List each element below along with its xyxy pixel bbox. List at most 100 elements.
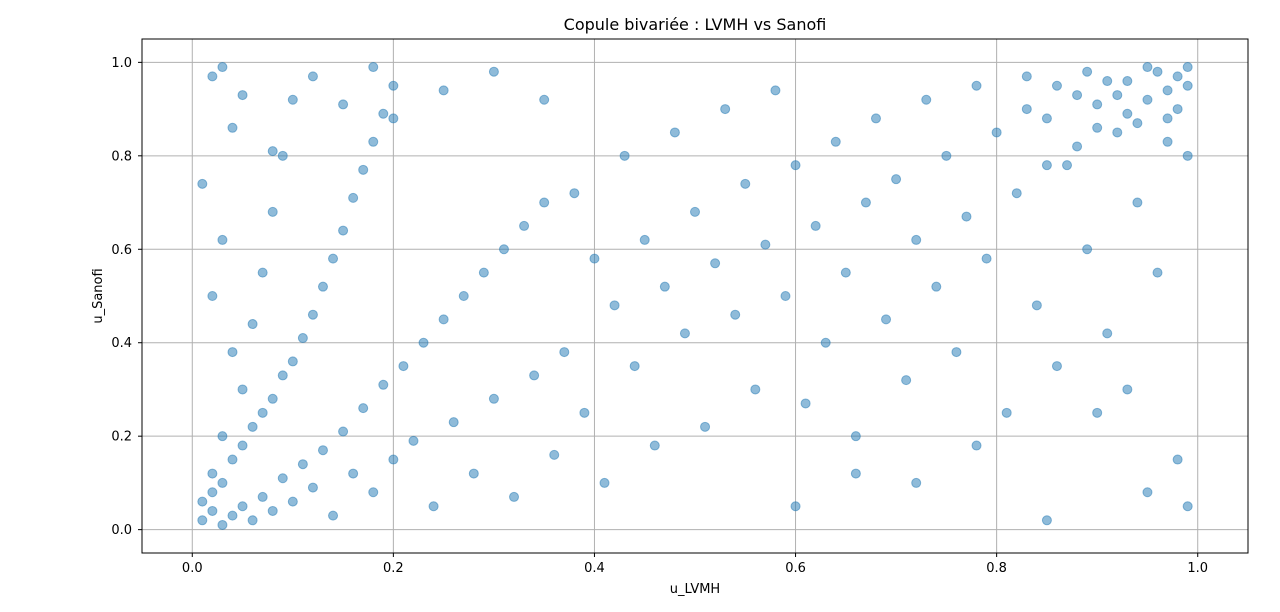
scatter-point — [328, 510, 339, 521]
scatter-point — [639, 234, 650, 245]
scatter-point — [830, 136, 841, 147]
scatter-point — [267, 393, 278, 404]
scatter-point — [418, 337, 429, 348]
scatter-point — [197, 515, 208, 526]
scatter-point — [911, 477, 922, 488]
scatter-point — [307, 71, 318, 82]
scatter-point — [1152, 267, 1163, 278]
scatter-point — [207, 505, 218, 516]
scatter-point — [338, 225, 349, 236]
scatter-point — [1041, 113, 1052, 124]
scatter-point — [921, 94, 932, 105]
scatter-point — [388, 80, 399, 91]
scatter-point — [1182, 62, 1193, 73]
scatter-point — [569, 188, 580, 199]
scatter-point — [1041, 515, 1052, 526]
scatter-point — [237, 384, 248, 395]
scatter-point — [659, 281, 670, 292]
scatter-point — [840, 267, 851, 278]
grid-lines — [142, 39, 1248, 553]
scatter-point — [297, 333, 308, 344]
scatter-point — [1021, 104, 1032, 115]
scatter-point — [1172, 71, 1183, 82]
scatter-point — [398, 361, 409, 372]
scatter-point — [891, 174, 902, 185]
scatter-point — [870, 113, 881, 124]
y-axis-label: u_Sanofi — [91, 268, 106, 323]
y-tick-label: 0.8 — [111, 149, 132, 164]
scatter-point — [1082, 66, 1093, 77]
scatter-point — [328, 253, 339, 264]
scatter-point — [267, 206, 278, 217]
scatter-point — [307, 309, 318, 320]
x-tick-label: 0.8 — [986, 561, 1007, 576]
scatter-point — [277, 370, 288, 381]
scatter-point — [669, 127, 680, 138]
y-tick-label: 0.4 — [111, 336, 132, 351]
scatter-point — [1021, 71, 1032, 82]
scatter-point — [700, 421, 711, 432]
scatter-point — [971, 80, 982, 91]
scatter-point — [1051, 80, 1062, 91]
scatter-point — [1162, 136, 1173, 147]
scatter-point — [1051, 361, 1062, 372]
scatter-point — [498, 244, 509, 255]
scatter-point — [338, 426, 349, 437]
scatter-point — [267, 505, 278, 516]
scatter-point — [307, 482, 318, 493]
scatter-point — [438, 314, 449, 325]
scatter-point — [679, 328, 690, 339]
scatter-point — [549, 449, 560, 460]
scatter-point — [207, 487, 218, 498]
scatter-point — [217, 431, 228, 442]
scatter-point — [1082, 244, 1093, 255]
scatter-point — [488, 66, 499, 77]
x-tick-label: 0.4 — [584, 561, 605, 576]
x-tick-label: 0.2 — [383, 561, 404, 576]
scatter-point — [1102, 328, 1113, 339]
scatter-point — [1001, 407, 1012, 418]
scatter-point — [217, 519, 228, 530]
scatter-point — [1182, 80, 1193, 91]
scatter-point — [287, 356, 298, 367]
scatter-point — [559, 347, 570, 358]
x-tick-label: 0.0 — [182, 561, 203, 576]
scatter-point — [1092, 407, 1103, 418]
scatter-point — [207, 291, 218, 301]
scatter-point — [971, 440, 982, 451]
scatter-point — [860, 197, 871, 208]
scatter-point — [529, 370, 540, 381]
scatter-point — [690, 206, 700, 217]
x-tick-label: 1.0 — [1187, 561, 1208, 576]
scatter-point — [740, 178, 751, 189]
scatter-point — [820, 337, 831, 348]
scatter-point — [1072, 90, 1083, 101]
scatter-point — [227, 510, 238, 521]
scatter-point — [217, 477, 228, 488]
scatter-point — [750, 384, 761, 395]
scatter-point — [1062, 160, 1073, 171]
scatter-point — [589, 253, 600, 264]
scatter-point — [247, 319, 258, 330]
scatter-point — [810, 220, 821, 231]
scatter-point — [1122, 384, 1133, 395]
scatter-point — [348, 468, 359, 479]
scatter-point — [599, 477, 610, 488]
scatter-point — [800, 398, 811, 409]
scatter-point — [388, 113, 399, 124]
scatter-point — [358, 403, 369, 414]
scatter-point — [217, 62, 228, 73]
scatter-point — [850, 468, 861, 479]
scatter-point — [1142, 62, 1153, 73]
scatter-point — [1172, 454, 1183, 465]
scatter-point — [277, 473, 288, 484]
scatter-point — [1122, 76, 1133, 87]
scatter-point — [378, 379, 389, 390]
scatter-point — [1122, 108, 1133, 119]
scatter-point — [277, 150, 288, 161]
scatter-point — [227, 454, 238, 465]
scatter-point — [1011, 188, 1022, 199]
scatter-point — [287, 496, 298, 507]
scatter-point — [408, 435, 419, 446]
scatter-point — [881, 314, 892, 325]
